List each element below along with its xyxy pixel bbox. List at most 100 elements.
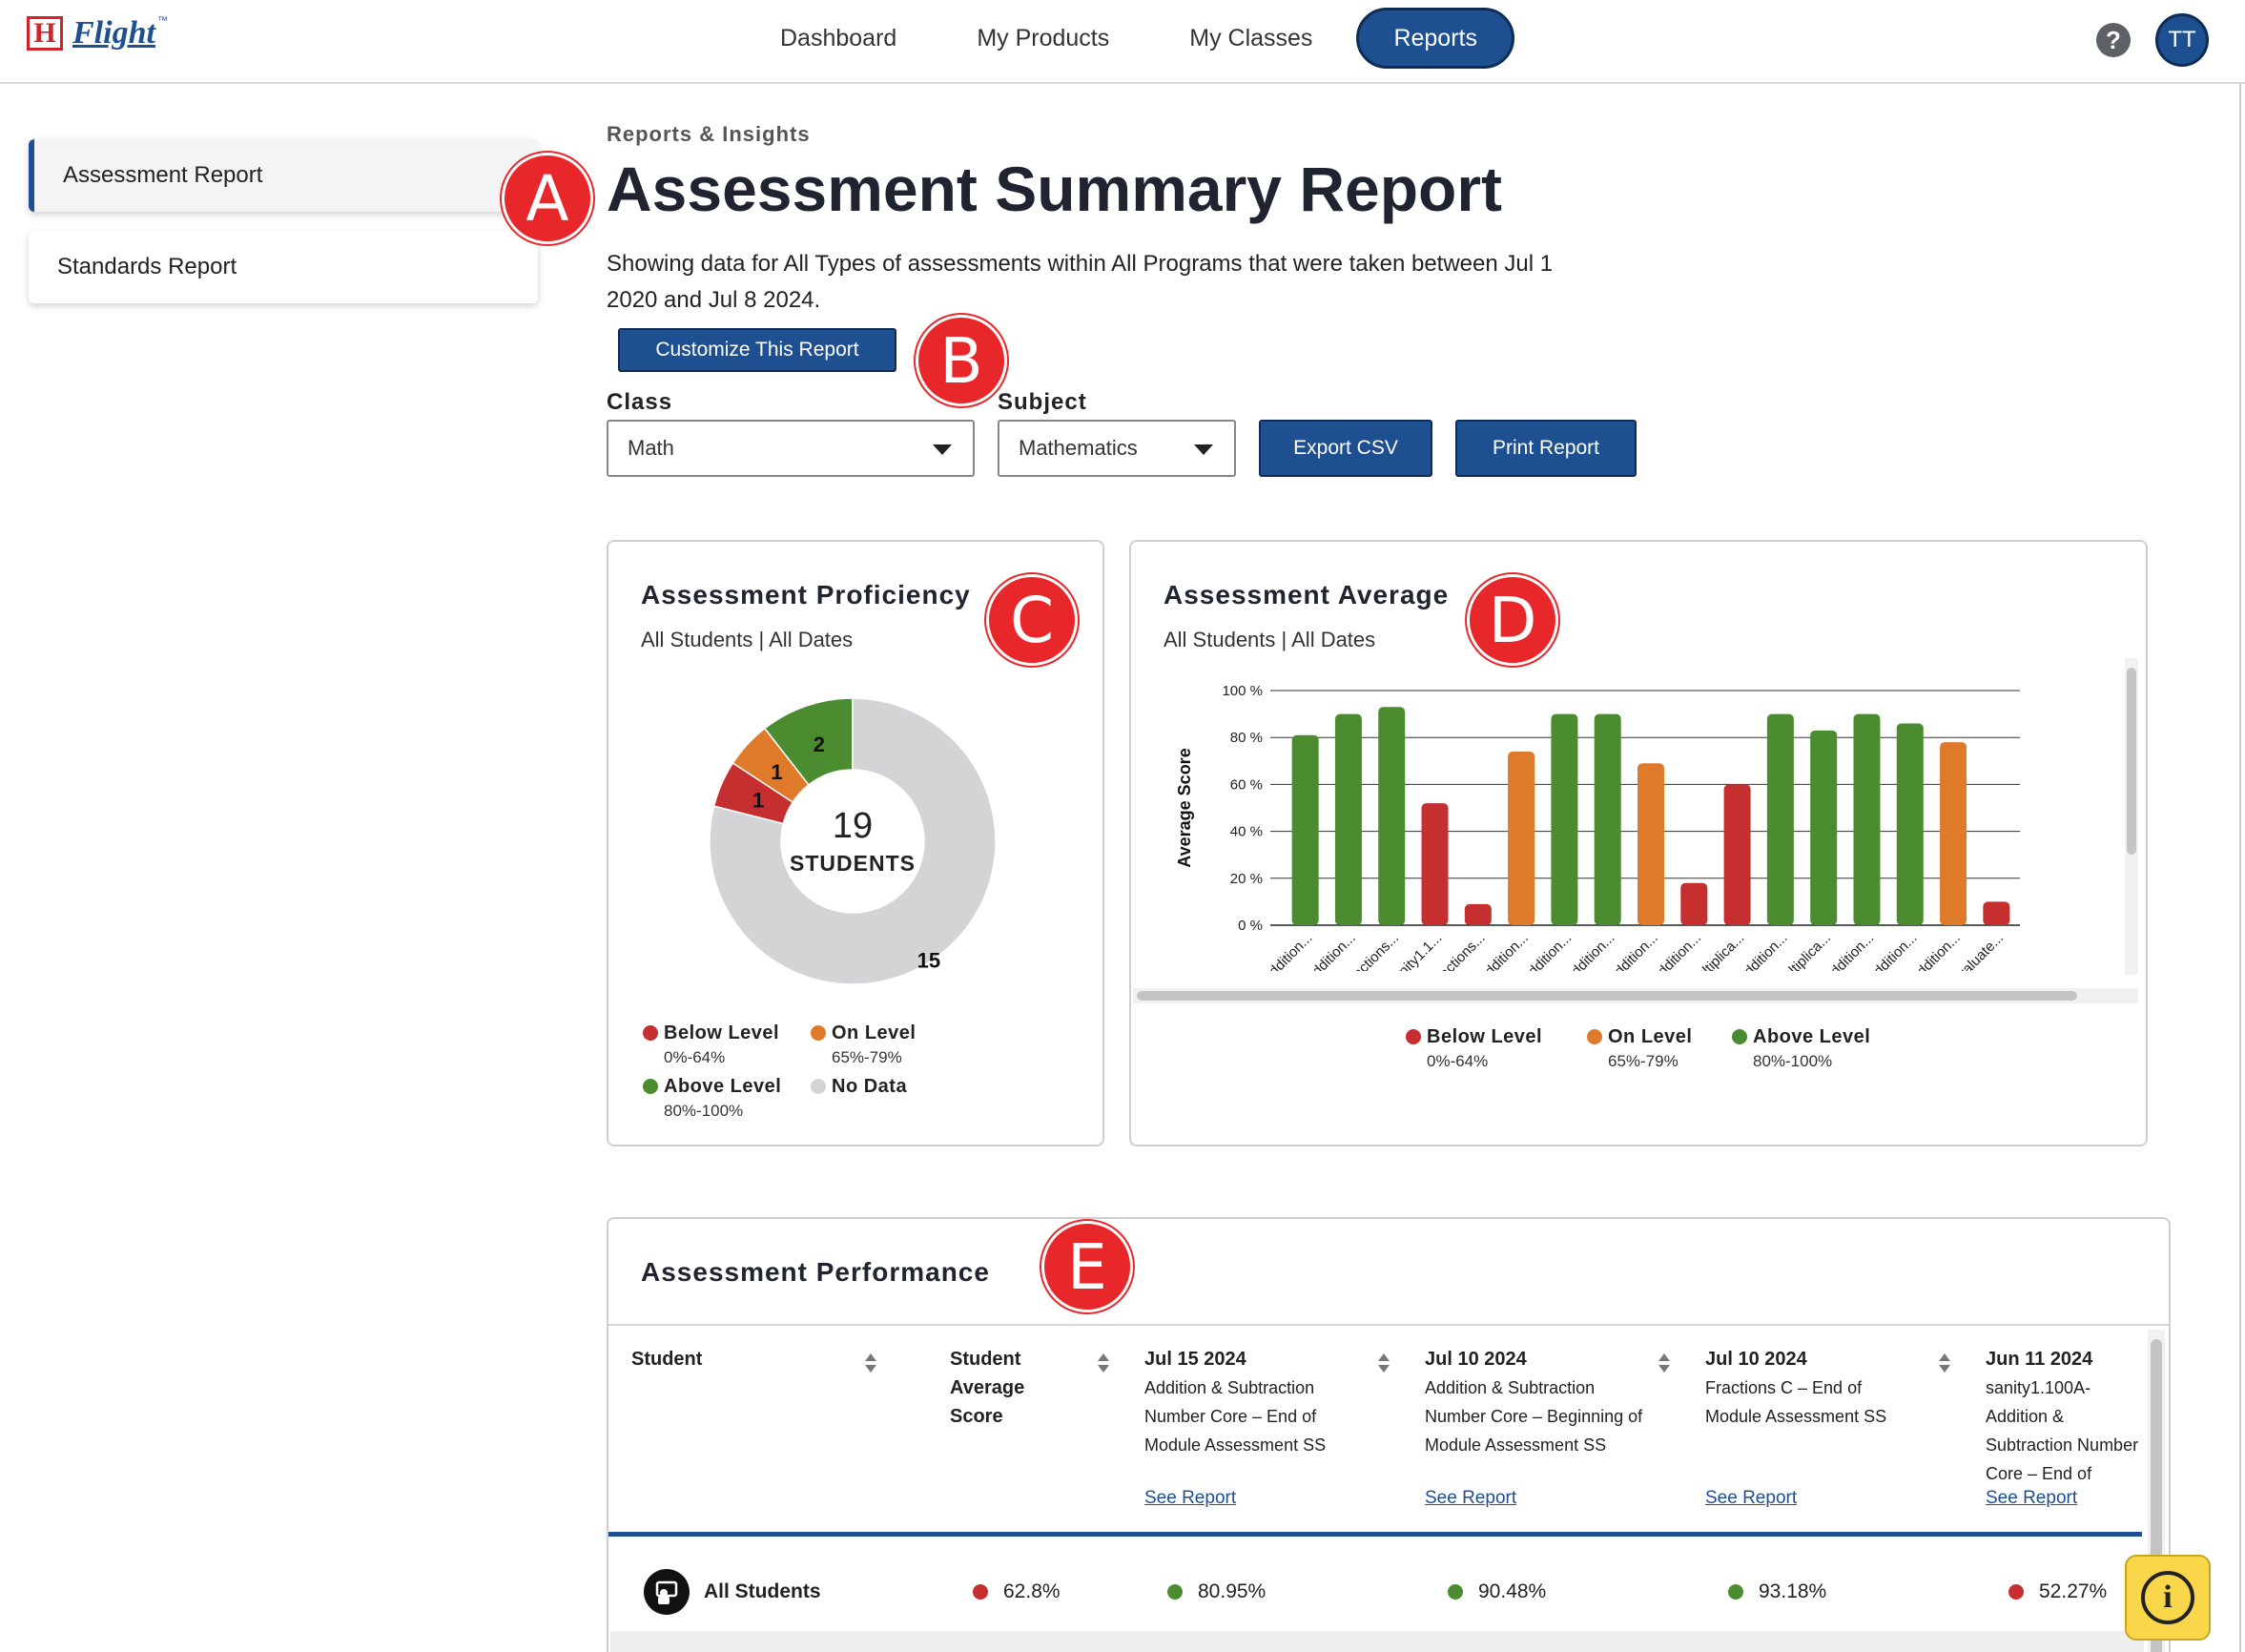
see-report-link[interactable]: See Report xyxy=(1705,1488,1798,1508)
x-tick-label: Addition... xyxy=(1648,930,1704,971)
bar-below-level xyxy=(1680,882,1708,925)
table-row-all-students[interactable]: All Students xyxy=(643,1568,821,1616)
bar-above-level xyxy=(1594,713,1621,925)
legend-name: No Data xyxy=(832,1076,908,1097)
subject-select[interactable]: Mathematics xyxy=(998,420,1236,477)
logo-text: Flight xyxy=(72,15,155,51)
flight-logo[interactable]: H Flight ™ xyxy=(27,15,168,52)
bar-above-level xyxy=(1291,734,1319,925)
export-csv-button[interactable]: Export CSV xyxy=(1259,420,1432,477)
nav-my-classes[interactable]: My Classes xyxy=(1189,24,1313,52)
bar-below-level xyxy=(1723,784,1751,925)
proficiency-donut-chart: 11 2 15 xyxy=(709,697,997,985)
average-score-cell: 62.8% xyxy=(973,1568,1061,1616)
column-header-date: Jul 10 2024 xyxy=(1705,1349,1807,1370)
legend-range: 80%-100% xyxy=(664,1102,744,1120)
column-header-student[interactable]: Student xyxy=(631,1345,822,1373)
info-icon: i xyxy=(2141,1571,2194,1624)
legend-below-level: Below Level 0%-64% xyxy=(643,1022,779,1067)
score-cell: 52.27% xyxy=(2008,1568,2107,1616)
sort-icon[interactable] xyxy=(1938,1353,1951,1373)
column-header-assessment-1[interactable]: Jul 15 2024 Addition & Subtraction Numbe… xyxy=(1144,1345,1373,1508)
chart-vertical-scrollbar[interactable] xyxy=(2125,658,2138,975)
bar-above-level xyxy=(1853,713,1881,925)
chart-vertical-scroll-thumb[interactable] xyxy=(2127,668,2136,855)
see-report-link[interactable]: See Report xyxy=(1144,1488,1237,1508)
sidebar-item-label: Standards Report xyxy=(57,254,237,279)
score-value: 52.27% xyxy=(2039,1580,2108,1602)
sidebar-item-standards-report[interactable]: Standards Report xyxy=(29,231,538,303)
sort-icon[interactable] xyxy=(864,1353,877,1373)
page-kicker: Reports & Insights xyxy=(607,122,811,146)
donut-center-label: STUDENTS xyxy=(790,851,916,876)
sidebar-item-assessment-report[interactable]: Assessment Report xyxy=(29,139,538,212)
above-level-dot xyxy=(1728,1584,1743,1600)
donut-slice-label: 15 xyxy=(917,949,940,973)
y-tick-label: 100 % xyxy=(1222,683,1263,699)
y-tick-label: 40 % xyxy=(1230,824,1263,840)
legend-name: Below Level xyxy=(664,1022,780,1043)
y-tick-label: 80 % xyxy=(1230,730,1263,746)
above-level-dot xyxy=(1448,1584,1463,1600)
customize-report-button[interactable]: Customize This Report xyxy=(618,328,896,372)
see-report-link[interactable]: See Report xyxy=(1986,1488,2078,1508)
class-select[interactable]: Math xyxy=(607,420,975,477)
performance-title: Assessment Performance xyxy=(641,1257,990,1287)
y-tick-label: 0 % xyxy=(1238,918,1263,934)
above-level-dot xyxy=(643,1079,658,1094)
help-icon[interactable]: ? xyxy=(2096,23,2131,57)
see-report-link[interactable]: See Report xyxy=(1425,1488,1517,1508)
user-avatar[interactable]: TT xyxy=(2155,13,2209,67)
nav-reports[interactable]: Reports xyxy=(1356,8,1514,69)
info-button[interactable]: i xyxy=(2125,1555,2211,1641)
above-level-dot xyxy=(1732,1029,1747,1044)
bar-below-level xyxy=(1421,803,1449,925)
sort-icon[interactable] xyxy=(1377,1353,1390,1373)
average-bar-chart: Average Score 0 % 20 % 40 % 60 % 80 % 100 % Add… xyxy=(1175,683,2020,971)
chevron-down-icon xyxy=(1194,444,1213,455)
print-report-button[interactable]: Print Report xyxy=(1455,420,1637,477)
column-header-detail: Addition & Subtraction Number Core – Beg… xyxy=(1425,1378,1643,1455)
chart-horizontal-scrollbar[interactable] xyxy=(1133,988,2138,1003)
x-tick-label: Addition... xyxy=(1821,930,1877,971)
chevron-down-icon xyxy=(933,444,952,455)
legend-below-level: Below Level 0%-64% xyxy=(1406,1026,1542,1071)
x-tick-label: Addition... xyxy=(1605,930,1661,971)
score-value: 90.48% xyxy=(1478,1580,1547,1602)
column-header-detail: sanity1.100A-Addition & Subtraction Numb… xyxy=(1986,1378,2139,1483)
bar-on-level xyxy=(1508,751,1535,925)
annotation-marker-a: A xyxy=(502,153,593,244)
main-nav: Dashboard My Products My Classes Reports xyxy=(744,8,1522,69)
column-header-average-score[interactable]: Student Average Score xyxy=(950,1345,1064,1431)
legend-on-level: On Level 65%-79% xyxy=(1587,1026,1692,1071)
chart-horizontal-scroll-thumb[interactable] xyxy=(1137,991,2077,1001)
x-tick-label: Addition... xyxy=(1303,930,1359,971)
column-header-assessment-2[interactable]: Jul 10 2024 Addition & Subtraction Numbe… xyxy=(1425,1345,1654,1508)
class-label: Class xyxy=(607,389,673,415)
average-title: Assessment Average xyxy=(1164,580,1450,609)
column-header-label: Student Average Score xyxy=(950,1349,1025,1427)
sort-icon[interactable] xyxy=(1097,1353,1110,1373)
logo-trademark: ™ xyxy=(156,15,168,27)
nav-my-products[interactable]: My Products xyxy=(977,24,1110,52)
legend-above-level: Above Level 80%-100% xyxy=(643,1076,781,1121)
on-level-dot xyxy=(1587,1029,1602,1044)
column-header-assessment-4[interactable]: Jun 11 2024 sanity1.100A-Addition & Subt… xyxy=(1986,1345,2140,1536)
x-tick-label: Addition... xyxy=(1259,930,1315,971)
below-level-dot xyxy=(973,1584,988,1600)
on-level-dot xyxy=(811,1025,826,1041)
donut-slice-label: 1 xyxy=(752,789,764,813)
donut-center: 19 STUDENTS xyxy=(700,689,1005,994)
report-description: Showing data for All Types of assessment… xyxy=(607,251,1554,313)
score-cell: 90.48% xyxy=(1448,1568,1546,1616)
donut-slice-no-data xyxy=(709,697,997,985)
column-header-assessment-3[interactable]: Jul 10 2024 Fractions C – End of Module … xyxy=(1705,1345,1915,1508)
sort-icon[interactable] xyxy=(1658,1353,1671,1373)
bar-above-level xyxy=(1551,713,1578,925)
x-tick-label: Addition... xyxy=(1518,930,1575,971)
legend-name: On Level xyxy=(1608,1026,1693,1047)
nav-dashboard[interactable]: Dashboard xyxy=(780,24,897,52)
score-value: 93.18% xyxy=(1759,1580,1827,1602)
donut-slice-label: 2 xyxy=(814,733,825,756)
annotation-marker-e: E xyxy=(1041,1221,1133,1312)
